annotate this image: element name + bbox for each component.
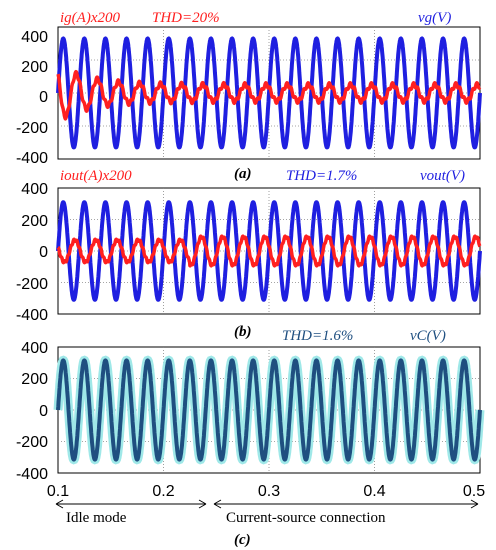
panel-c-series (53, 355, 485, 465)
panel-a-ytick-400: 400 (21, 29, 48, 46)
idle-mode-label: Idle mode (66, 510, 127, 526)
panel-b-ytick-neg200: -200 (16, 276, 48, 293)
panel-b-ytick-neg400: -400 (16, 307, 48, 324)
panel-a-current-label: ig(A)x200 (60, 10, 120, 26)
panel-a-series-current (56, 69, 482, 121)
panel-c-ytick-neg200: -200 (16, 434, 48, 451)
panel-a-thd: THD=20% (152, 10, 220, 26)
panel-c-thd: THD=1.6% (282, 328, 353, 344)
panel-c: 400 200 0 -200 -400 THD=1.6% vC(V) 0.1 0… (16, 328, 485, 548)
panel-a-series-voltage (56, 36, 482, 150)
idle-arrow-right-head (198, 499, 207, 509)
panel-b: 400 200 0 -200 -400 iout(A)x200 THD=1.7%… (16, 168, 482, 340)
panel-b-voltage-label: vout(V) (420, 168, 465, 184)
panel-c-ytick-0: 0 (39, 403, 48, 420)
connection-mode-label: Current-source connection (226, 510, 386, 526)
panel-a-ytick-0: 0 (39, 89, 48, 106)
panel-b-series (56, 200, 482, 302)
panel-b-ytick-0: 0 (39, 244, 48, 261)
xtick-0-4: 0.4 (363, 483, 385, 500)
panel-a-voltage-label: vg(V) (418, 10, 451, 26)
connection-arrow-left-head (213, 499, 222, 509)
panel-b-thd: THD=1.7% (286, 168, 357, 184)
panel-c-series-voltage (56, 358, 482, 462)
panel-c-ytick-400: 400 (21, 340, 48, 357)
panel-b-ytick-200: 200 (21, 213, 48, 230)
panel-b-current-label: iout(A)x200 (60, 168, 132, 184)
panel-a-label: (a) (234, 166, 252, 182)
xtick-0-2: 0.2 (152, 483, 174, 500)
panel-c-ytick-neg400: -400 (16, 466, 48, 483)
panel-a-series (56, 36, 482, 150)
panel-a-ytick-neg400: -400 (16, 150, 48, 167)
idle-arrow-left-head (55, 499, 64, 509)
xtick-0-5: 0.5 (463, 483, 485, 500)
panel-c-label: (c) (234, 532, 251, 548)
panel-a-ytick-neg200: -200 (16, 120, 48, 137)
panel-c-ytick-200: 200 (21, 371, 48, 388)
panel-b-series-current (56, 234, 482, 268)
xtick-0-3: 0.3 (258, 483, 280, 500)
mode-annotations: Idle mode Current-source connection (55, 499, 479, 526)
connection-arrow-right-head (470, 499, 479, 509)
panel-a: 400 200 0 -200 -400 ig(A)x200 THD=20% vg… (16, 10, 482, 182)
panel-b-label: (b) (234, 324, 252, 340)
xtick-0-1: 0.1 (47, 483, 69, 500)
panel-c-voltage-label: vC(V) (410, 328, 446, 344)
panel-a-ytick-200: 200 (21, 59, 48, 76)
panel-b-ytick-400: 400 (21, 181, 48, 198)
